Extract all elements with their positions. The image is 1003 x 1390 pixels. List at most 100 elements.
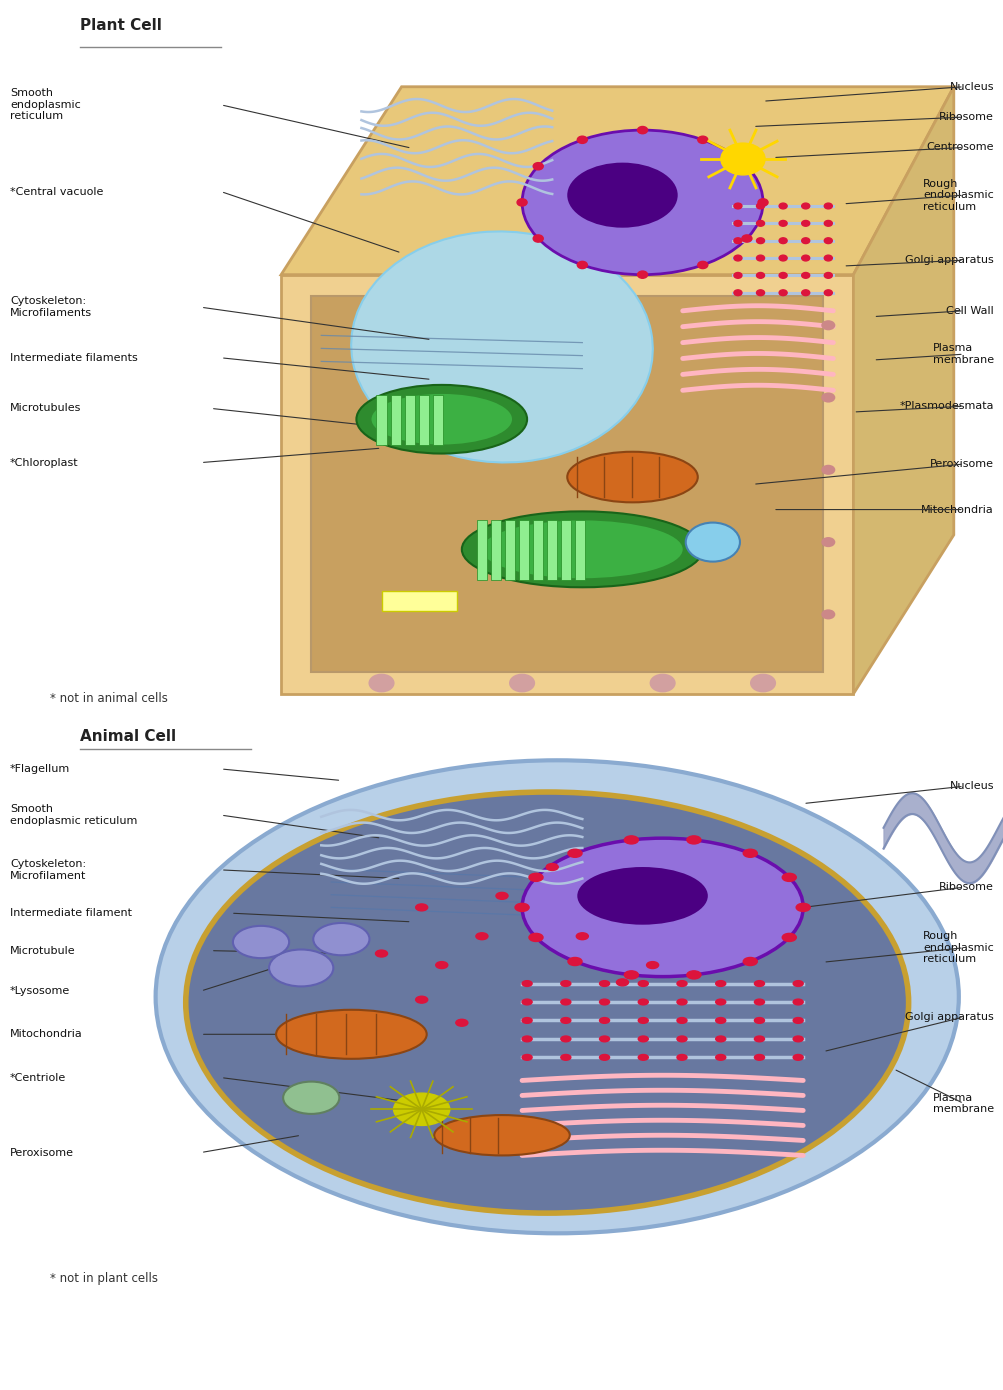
- Text: Intermediate filaments: Intermediate filaments: [10, 353, 137, 363]
- Circle shape: [415, 904, 427, 910]
- Circle shape: [733, 238, 741, 243]
- Circle shape: [638, 981, 648, 987]
- Text: Image ID: E1JKTE: Image ID: E1JKTE: [883, 1325, 989, 1337]
- Circle shape: [313, 923, 369, 955]
- Circle shape: [616, 979, 628, 986]
- Circle shape: [561, 981, 571, 987]
- Circle shape: [576, 933, 588, 940]
- Circle shape: [561, 999, 571, 1005]
- Bar: [390, 395, 400, 445]
- Circle shape: [792, 1036, 802, 1041]
- Text: Rough
endoplasmic
reticulum: Rough endoplasmic reticulum: [923, 931, 993, 965]
- Circle shape: [823, 238, 831, 243]
- Text: Smooth
endoplasmic reticulum: Smooth endoplasmic reticulum: [10, 805, 137, 826]
- Circle shape: [568, 849, 582, 858]
- Circle shape: [715, 981, 725, 987]
- Circle shape: [715, 1017, 725, 1023]
- Circle shape: [676, 981, 686, 987]
- Ellipse shape: [481, 520, 682, 578]
- Text: Peroxisome: Peroxisome: [10, 1148, 74, 1158]
- Circle shape: [781, 934, 795, 941]
- Circle shape: [393, 1093, 449, 1126]
- Text: *Centriole: *Centriole: [10, 1073, 66, 1083]
- Circle shape: [756, 238, 764, 243]
- Circle shape: [676, 1017, 686, 1023]
- Text: www.alamy.com: www.alamy.com: [883, 1355, 984, 1368]
- Circle shape: [637, 126, 647, 133]
- Polygon shape: [311, 296, 822, 673]
- Circle shape: [561, 1055, 571, 1061]
- Circle shape: [561, 1017, 571, 1023]
- Text: alamy: alamy: [30, 1329, 133, 1358]
- Circle shape: [742, 958, 756, 966]
- Text: *Chloroplast: *Chloroplast: [10, 457, 78, 467]
- Circle shape: [753, 981, 763, 987]
- Circle shape: [756, 221, 764, 227]
- Circle shape: [599, 1017, 609, 1023]
- Text: * not in plant cells: * not in plant cells: [50, 1272, 158, 1286]
- Circle shape: [823, 203, 831, 208]
- Polygon shape: [853, 86, 953, 694]
- Text: Nucleus: Nucleus: [949, 82, 993, 92]
- Text: Mitochondria: Mitochondria: [921, 505, 993, 514]
- Ellipse shape: [155, 760, 958, 1233]
- Text: Rough
endoplasmic
reticulum: Rough endoplasmic reticulum: [923, 178, 993, 211]
- Circle shape: [522, 1036, 532, 1041]
- Circle shape: [778, 272, 786, 278]
- Circle shape: [455, 1019, 467, 1026]
- Text: Cytoskeleton:
Microfilaments: Cytoskeleton: Microfilaments: [10, 296, 92, 318]
- Circle shape: [753, 1055, 763, 1061]
- Circle shape: [529, 934, 543, 941]
- Circle shape: [475, 933, 487, 940]
- Circle shape: [533, 235, 543, 242]
- Circle shape: [753, 1017, 763, 1023]
- Circle shape: [720, 143, 764, 175]
- Bar: [376, 395, 386, 445]
- Circle shape: [686, 835, 700, 844]
- Circle shape: [624, 835, 638, 844]
- Circle shape: [495, 892, 508, 899]
- Circle shape: [823, 272, 831, 278]
- Circle shape: [801, 203, 808, 208]
- Circle shape: [522, 999, 532, 1005]
- Circle shape: [533, 163, 543, 170]
- Text: Ribosome: Ribosome: [938, 113, 993, 122]
- Circle shape: [646, 962, 658, 969]
- Circle shape: [649, 674, 675, 692]
- Circle shape: [820, 392, 834, 403]
- Circle shape: [801, 221, 808, 227]
- Circle shape: [517, 199, 527, 206]
- Ellipse shape: [567, 452, 697, 502]
- Circle shape: [792, 1055, 802, 1061]
- Circle shape: [749, 674, 775, 692]
- Text: Ribosome: Ribosome: [938, 883, 993, 892]
- Circle shape: [529, 873, 543, 881]
- Circle shape: [546, 863, 558, 870]
- Circle shape: [599, 981, 609, 987]
- Bar: [404, 395, 414, 445]
- Text: Plant Cell: Plant Cell: [80, 18, 162, 33]
- Circle shape: [778, 256, 786, 261]
- Circle shape: [778, 221, 786, 227]
- Circle shape: [733, 291, 741, 296]
- Circle shape: [522, 1017, 532, 1023]
- Circle shape: [781, 873, 795, 881]
- Circle shape: [801, 238, 808, 243]
- Circle shape: [756, 203, 764, 208]
- Ellipse shape: [276, 1009, 426, 1059]
- Circle shape: [676, 1036, 686, 1041]
- Circle shape: [792, 1017, 802, 1023]
- Circle shape: [624, 970, 638, 979]
- Circle shape: [561, 1036, 571, 1041]
- Polygon shape: [281, 86, 953, 275]
- Text: Animal Cell: Animal Cell: [80, 728, 177, 744]
- Ellipse shape: [522, 838, 802, 977]
- Circle shape: [801, 272, 808, 278]
- Circle shape: [686, 970, 700, 979]
- Circle shape: [577, 261, 587, 268]
- Text: * not in animal cells: * not in animal cells: [50, 692, 168, 705]
- Circle shape: [820, 464, 834, 475]
- Circle shape: [733, 272, 741, 278]
- Circle shape: [509, 674, 535, 692]
- Text: Microtubules: Microtubules: [10, 403, 81, 413]
